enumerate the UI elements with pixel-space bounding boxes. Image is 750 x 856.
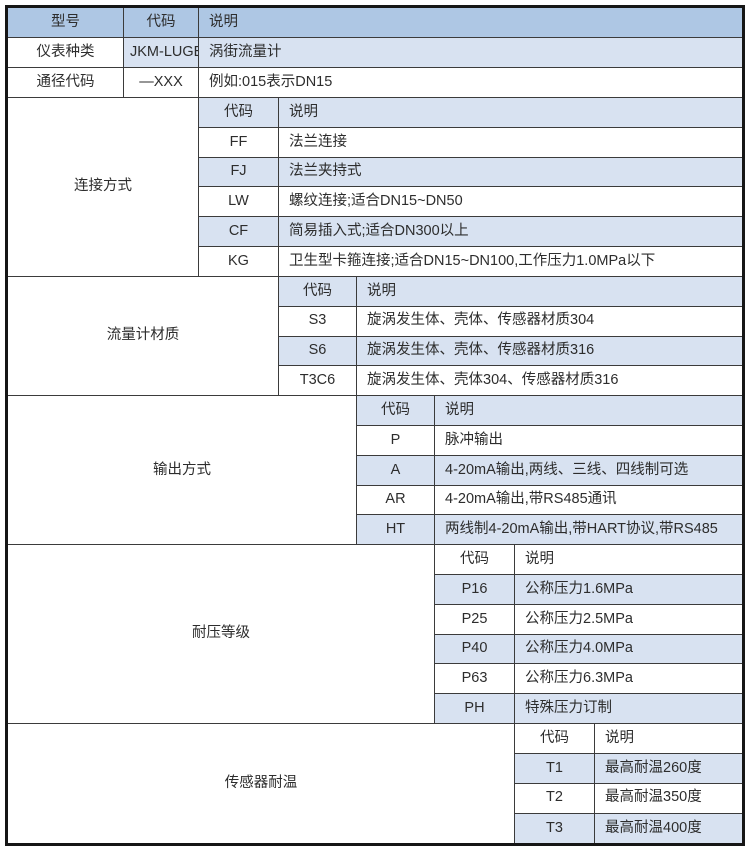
table-row: T2 最高耐温350度 [7,782,744,814]
section-label-material: 流量计材质 [6,275,279,397]
table-row: FJ 法兰夹持式 [7,156,744,188]
sub-header-code: 代码 [514,723,595,754]
table-row: P25 公称压力2.5MPa [7,603,744,635]
table-row: T3 最高耐温400度 [7,812,744,846]
code-cell: —XXX [123,67,199,99]
section-header-row: 耐压等级 代码 说明 [6,544,744,725]
sub-header-desc: 说明 [594,723,744,754]
code-cell: P16 [434,574,515,605]
code-cell: T1 [514,752,595,784]
table-row: T1 最高耐温260度 [7,752,744,784]
desc-cell: 公称压力2.5MPa [514,603,744,635]
desc-cell: 最高耐温260度 [594,752,744,784]
model-selection-table: 型号 代码 说明 仪表种类 JKM-LUGB 涡街流量计 通径代码 —XXX 例… [5,5,745,846]
desc-cell: 4-20mA输出,带RS485通讯 [434,484,744,516]
code-cell: T3 [514,812,595,846]
desc-cell: 例如:015表示DN15 [198,67,744,99]
code-cell: CF [198,216,279,248]
code-cell: P [356,424,435,456]
code-cell: PH [434,693,515,725]
section-header-row: 传感器耐温 代码 说明 [6,723,744,845]
desc-cell: 卫生型卡箍连接;适合DN15~DN100,工作压力1.0MPa以下 [278,246,744,277]
code-cell: S3 [278,305,357,337]
table-row: FF 法兰连接 [7,126,744,158]
code-cell: T2 [514,782,595,814]
section-label-output: 输出方式 [6,395,357,546]
code-cell: A [356,454,435,486]
code-cell: FJ [198,156,279,188]
table-row: HT 两线制4-20mA输出,带HART协议,带RS485 [7,514,744,546]
sub-header-desc: 说明 [278,97,744,128]
table-row: CF 简易插入式;适合DN300以上 [7,216,744,248]
desc-cell: 4-20mA输出,两线、三线、四线制可选 [434,454,744,486]
desc-cell: 公称压力4.0MPa [514,633,744,665]
sub-header-desc: 说明 [356,275,744,307]
desc-cell: 旋涡发生体、壳体304、传感器材质316 [356,365,744,397]
code-cell: P40 [434,633,515,665]
main-header-row: 型号 代码 说明 [6,5,744,39]
sub-header-code: 代码 [356,395,435,426]
code-cell: P63 [434,663,515,695]
section-header-row: 连接方式 代码 说明 [6,97,744,277]
code-cell: P25 [434,603,515,635]
table-row: P 脉冲输出 [7,424,744,456]
col-header-desc: 说明 [198,5,744,39]
table-row: AR 4-20mA输出,带RS485通讯 [7,484,744,516]
section-header-row: 输出方式 代码 说明 [6,395,744,546]
table-row: PH 特殊压力订制 [7,693,744,725]
col-header-code: 代码 [123,5,199,39]
table-row: KG 卫生型卡箍连接;适合DN15~DN100,工作压力1.0MPa以下 [7,246,744,277]
sub-header-code: 代码 [278,275,357,307]
desc-cell: 涡街流量计 [198,37,744,69]
sub-header-desc: 说明 [514,544,744,576]
section-label-pressure: 耐压等级 [6,544,435,725]
section-label-connection: 连接方式 [6,97,199,277]
code-cell: T3C6 [278,365,357,397]
code-cell: HT [356,514,435,546]
desc-cell: 最高耐温350度 [594,782,744,814]
row-label-diameter-code: 通径代码 [6,67,124,99]
desc-cell: 脉冲输出 [434,424,744,456]
sub-header-code: 代码 [434,544,515,576]
desc-cell: 法兰连接 [278,126,744,158]
desc-cell: 两线制4-20mA输出,带HART协议,带RS485 [434,514,744,546]
desc-cell: 法兰夹持式 [278,156,744,188]
table-row: S6 旋涡发生体、壳体、传感器材质316 [7,335,744,367]
table-row: A 4-20mA输出,两线、三线、四线制可选 [7,454,744,486]
section-header-row: 流量计材质 代码 说明 [6,275,744,397]
sub-header-code: 代码 [198,97,279,128]
desc-cell: 公称压力1.6MPa [514,574,744,605]
table-row: LW 螺纹连接;适合DN15~DN50 [7,186,744,218]
code-cell: S6 [278,335,357,367]
desc-cell: 螺纹连接;适合DN15~DN50 [278,186,744,218]
desc-cell: 简易插入式;适合DN300以上 [278,216,744,248]
table-row: 仪表种类 JKM-LUGB 涡街流量计 [6,37,744,69]
desc-cell: 旋涡发生体、壳体、传感器材质304 [356,305,744,337]
col-header-model: 型号 [6,5,124,39]
desc-cell: 旋涡发生体、壳体、传感器材质316 [356,335,744,367]
code-cell: LW [198,186,279,218]
table-row: 通径代码 —XXX 例如:015表示DN15 [6,67,744,99]
row-label-instrument-type: 仪表种类 [6,37,124,69]
table-row: P16 公称压力1.6MPa [7,574,744,605]
code-cell: JKM-LUGB [123,37,199,69]
desc-cell: 最高耐温400度 [594,812,744,846]
section-label-temperature: 传感器耐温 [6,723,515,845]
table-row: P63 公称压力6.3MPa [7,663,744,695]
sub-header-desc: 说明 [434,395,744,426]
code-cell: FF [198,126,279,158]
desc-cell: 特殊压力订制 [514,693,744,725]
table-row: T3C6 旋涡发生体、壳体304、传感器材质316 [7,365,744,397]
desc-cell: 公称压力6.3MPa [514,663,744,695]
code-cell: KG [198,246,279,277]
code-cell: AR [356,484,435,516]
